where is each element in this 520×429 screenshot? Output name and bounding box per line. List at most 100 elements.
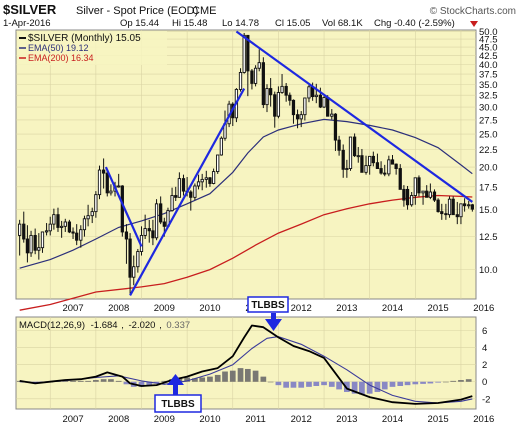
macd-y-tick-label: 4: [482, 343, 487, 354]
candle-body-up: [345, 168, 349, 171]
candle: [250, 69, 254, 90]
histogram-bar: [237, 368, 244, 382]
histogram-bar: [267, 381, 274, 383]
candle: [447, 196, 452, 218]
candle: [440, 203, 444, 220]
macd-value-3: 0.337: [166, 320, 190, 331]
macd-value-1: -1.684: [91, 320, 118, 331]
open-value: Op 15.44: [120, 18, 159, 29]
histogram-bar: [146, 381, 153, 386]
candle-body-up: [132, 266, 136, 278]
candle: [159, 196, 163, 225]
candle: [117, 173, 121, 188]
candle: [177, 172, 182, 198]
candle: [33, 228, 37, 255]
candle-body-up: [257, 62, 261, 69]
candle: [417, 175, 421, 197]
price-y-tick-label: 50.0: [479, 27, 498, 38]
candle-body-up: [18, 223, 22, 236]
candle-body-up: [90, 211, 94, 217]
candle-body-up: [299, 114, 303, 120]
candle-body-up: [447, 198, 452, 216]
candle-body-up: [48, 223, 52, 232]
macd-label: MACD(12,26,9) -1.684 , -2.020 , 0.337: [19, 320, 190, 331]
price-x-tick-label: 2008: [108, 303, 129, 314]
change-value: Chg -0.40 (-2.59%): [374, 18, 455, 29]
price-y-tick-label: 15.0: [479, 205, 498, 216]
candle-body-down: [189, 191, 193, 198]
histogram-bar: [435, 381, 441, 383]
price-panel: [15, 29, 477, 300]
close-value: Cl 15.05: [275, 18, 310, 29]
price-y-tick-label: 22.5: [479, 145, 498, 156]
histogram-bar: [260, 376, 267, 382]
candle: [63, 218, 67, 232]
price-x-tick-label: 2009: [154, 303, 175, 314]
candle: [436, 198, 440, 213]
candle: [40, 231, 45, 253]
histogram-bar: [306, 381, 312, 387]
histogram-bar: [313, 381, 320, 386]
candle-body-up: [40, 231, 45, 249]
macd-x-tick-label: 2009: [154, 414, 175, 425]
tlbbs-top-box: [247, 296, 289, 313]
candle: [322, 96, 326, 109]
candle-body-up: [421, 190, 425, 194]
candle: [25, 225, 30, 263]
candle-body-up: [253, 67, 258, 84]
histogram-bar: [222, 371, 228, 382]
histogram-bar: [336, 381, 342, 390]
candle-body-up: [200, 178, 204, 183]
candle-body-down: [337, 139, 341, 151]
candle-body-up: [216, 154, 220, 173]
candle: [295, 109, 300, 129]
candle-body-down: [444, 213, 448, 216]
candle-body-down: [440, 211, 444, 215]
candle: [364, 155, 368, 175]
candle: [94, 191, 98, 218]
candle: [193, 183, 197, 201]
candle-body-down: [75, 232, 79, 241]
candle: [288, 92, 292, 106]
candle-body-up: [37, 247, 41, 251]
candle-body-up: [196, 181, 201, 187]
candle-body-up: [276, 92, 281, 117]
candle-body-up: [94, 194, 98, 213]
candle-body-down: [402, 188, 406, 201]
price-y-tick-label: 35.0: [479, 80, 498, 91]
price-y-tick-label: 30.0: [479, 103, 498, 114]
price-y-tick-label: 17.5: [479, 182, 498, 193]
macd-x-axis: 2007 2008 2009 2010 2011 2012 2013 2014 2015 2016: [62, 414, 494, 425]
candle-body-down: [105, 172, 109, 194]
candle: [238, 68, 243, 92]
candle: [356, 147, 360, 163]
candle: [56, 207, 60, 232]
candle-body-down: [375, 162, 380, 170]
date-label: 1-Apr-2016: [3, 18, 51, 29]
histogram-bar: [138, 381, 145, 387]
candle-body-down: [208, 177, 212, 184]
candle: [432, 189, 437, 202]
price-x-tick-label: 2015: [428, 303, 449, 314]
candle-body-up: [314, 94, 318, 98]
candle-body-down: [352, 136, 357, 157]
histogram-bar: [275, 381, 282, 386]
candle: [71, 227, 75, 240]
candle: [379, 161, 383, 175]
candle: [462, 198, 467, 212]
candle-body-up: [428, 191, 432, 198]
histogram-bar: [207, 376, 213, 382]
candle-body-up: [348, 136, 353, 170]
macd-label-prefix: MACD(12,26,9): [19, 320, 85, 331]
candle-body-down: [462, 203, 467, 207]
candle: [44, 223, 49, 236]
candle: [128, 233, 132, 294]
candle-body-up: [368, 155, 372, 167]
candle: [257, 49, 261, 72]
candle: [360, 148, 364, 173]
candle: [151, 219, 155, 246]
candle: [90, 207, 94, 224]
arrow-up-icon: [173, 383, 178, 395]
